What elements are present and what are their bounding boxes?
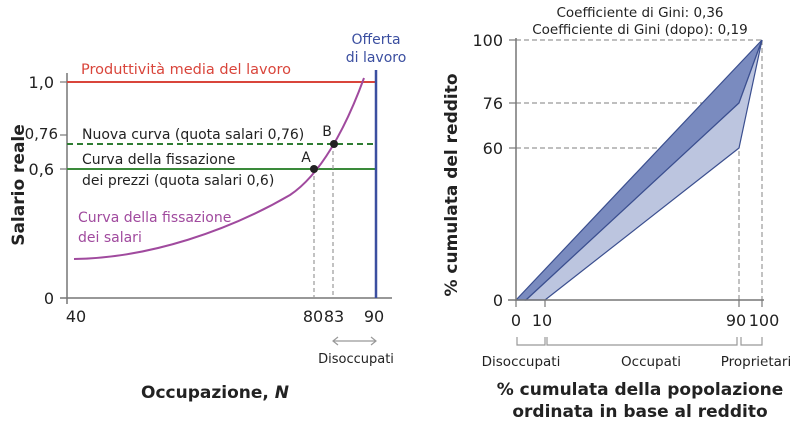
- left-x-axis-title-var: N: [275, 383, 289, 403]
- group-employed-label: Occupati: [621, 354, 681, 370]
- gini-after-label: Coefficiente di Gini (dopo): 0,19: [532, 22, 747, 38]
- wage-curve-label-1: Curva della fissazione: [78, 210, 231, 226]
- left-y-axis-title: Salario reale: [9, 124, 29, 246]
- left-x-axis-title-main: Occupazione,: [141, 383, 275, 403]
- y-tick-1-0: 1,0: [29, 73, 54, 92]
- left-x-axis-title: Occupazione, N: [141, 383, 289, 403]
- y-tick-0-6: 0,6: [29, 160, 54, 179]
- x-tick-80: 80: [303, 307, 323, 326]
- x-tick-0: 0: [511, 311, 521, 330]
- productivity-label: Produttività media del lavoro: [81, 62, 291, 78]
- x-tick-40: 40: [66, 307, 86, 326]
- right-x-axis-title-2: ordinata in base al reddito: [512, 402, 767, 422]
- gini-before-label: Coefficiente di Gini: 0,36: [557, 5, 724, 21]
- price-curve-label-1: Curva della fissazione: [82, 152, 235, 168]
- y-tick-76: 76: [483, 94, 503, 113]
- y-tick-0: 0: [44, 289, 54, 308]
- point-a-label: A: [301, 150, 311, 166]
- x-tick-10: 10: [532, 311, 552, 330]
- x-tick-90: 90: [364, 307, 384, 326]
- point-b-label: B: [322, 124, 332, 140]
- left-chart: 1,0 0,76 0,6 0 40 80 83 90 Produttività …: [9, 32, 406, 403]
- wage-curve-label-2: dei salari: [78, 230, 142, 246]
- y-tick-0: 0: [493, 291, 503, 310]
- new-curve-label: Nuova curva (quota salari 0,76): [82, 127, 304, 143]
- right-chart: Coefficiente di Gini: 0,36 Coefficiente …: [442, 5, 791, 422]
- y-tick-0-76: 0,76: [25, 125, 58, 143]
- labour-supply-label-1: Offerta: [351, 32, 400, 48]
- point-b: [330, 140, 338, 148]
- gini-reduction-area: [514, 39, 763, 301]
- right-y-axis-title: % cumulata del reddito: [442, 73, 462, 296]
- y-tick-60: 60: [483, 139, 503, 158]
- wage-setting-curve: [73, 77, 365, 260]
- x-tick-83: 83: [324, 307, 344, 326]
- price-curve-label-2: dei prezzi (quota salari 0,6): [82, 173, 274, 189]
- group-brackets: [516, 337, 763, 346]
- x-tick-100: 100: [749, 311, 780, 330]
- group-unemployed-label: Disoccupati: [482, 354, 561, 370]
- x-tick-90: 90: [726, 311, 746, 330]
- point-a: [310, 165, 318, 173]
- unemployed-label: Disoccupati: [318, 352, 394, 367]
- labour-supply-label-2: di lavoro: [346, 50, 407, 66]
- group-owners-label: Proprietari: [721, 354, 791, 370]
- right-x-axis-title-1: % cumulata della popolazione: [497, 380, 784, 400]
- unemployed-arrow-icon: [332, 336, 377, 346]
- y-tick-100: 100: [472, 31, 503, 50]
